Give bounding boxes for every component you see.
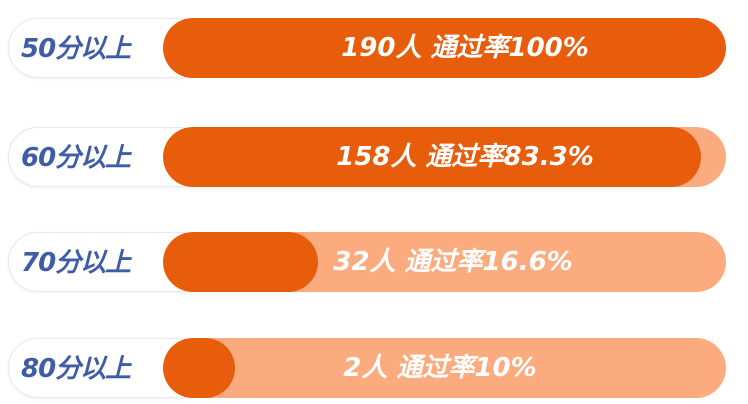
- bar-track: 2人 通过率10%: [163, 338, 726, 398]
- category-label: 70分以上: [21, 248, 131, 278]
- bar-value-label: 32人 通过率16.6%: [333, 247, 573, 277]
- category-label: 80分以上: [21, 354, 131, 384]
- bar-fill: [163, 18, 726, 78]
- bar-row: 50分以上 190人 通过率100%: [8, 18, 726, 78]
- bar-row: 80分以上 2人 通过率10%: [8, 338, 726, 398]
- bar-track: 158人 通过率83.3%: [163, 127, 726, 187]
- bar-value-label: 158人 通过率83.3%: [336, 142, 594, 172]
- bar-track: 190人 通过率100%: [163, 18, 726, 78]
- bar-fill: [163, 127, 701, 187]
- category-label: 60分以上: [21, 143, 131, 173]
- category-label: 50分以上: [21, 34, 131, 64]
- bar-fill: [163, 232, 319, 292]
- bar-row: 70分以上 32人 通过率16.6%: [8, 232, 726, 292]
- bar-value-label: 2人 通过率10%: [343, 353, 537, 383]
- bar-value-label: 190人 通过率100%: [341, 33, 589, 63]
- bar-row: 60分以上 158人 通过率83.3%: [8, 127, 726, 187]
- bar-track: 32人 通过率16.6%: [163, 232, 726, 292]
- bar-fill: [163, 338, 236, 398]
